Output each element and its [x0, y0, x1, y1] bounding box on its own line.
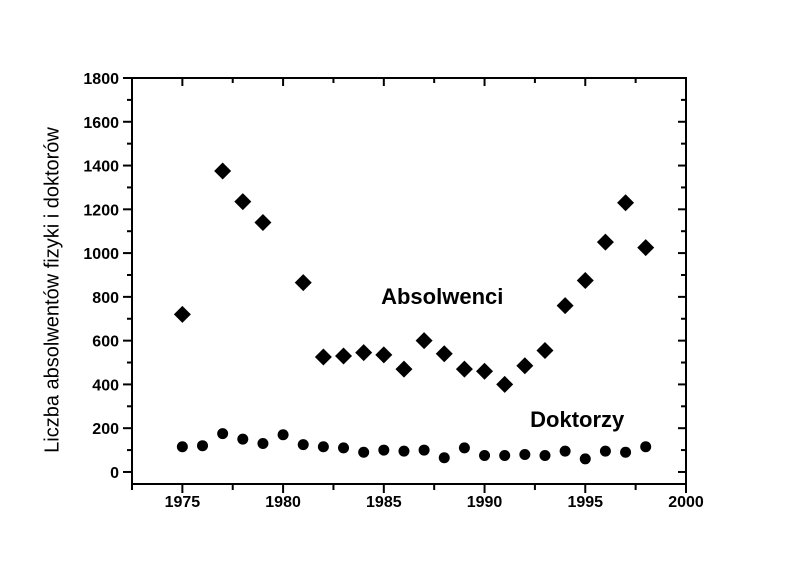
plot-frame: [131, 77, 687, 485]
marker-doktorzy: [217, 428, 229, 440]
marker-absolwenci: [214, 162, 232, 180]
marker-absolwenci: [173, 305, 191, 323]
y-tick-label: 800: [92, 290, 119, 307]
x-tick-label: 1980: [265, 494, 301, 511]
marker-doktorzy: [479, 450, 491, 462]
marker-absolwenci: [617, 194, 635, 212]
y-tick-label: 400: [92, 377, 119, 394]
y-tick-label: 1200: [83, 202, 119, 219]
marker-doktorzy: [358, 446, 370, 458]
marker-doktorzy: [237, 433, 249, 445]
marker-absolwenci: [596, 233, 614, 251]
y-tick-label: 200: [92, 421, 119, 438]
marker-doktorzy: [539, 450, 551, 462]
marker-absolwenci: [637, 239, 655, 257]
marker-doktorzy: [176, 441, 188, 453]
marker-absolwenci: [476, 362, 494, 380]
y-tick-label: 1800: [83, 71, 119, 88]
marker-absolwenci: [314, 348, 332, 366]
marker-doktorzy: [559, 445, 571, 457]
series-label-doktorzy: Doktorzy: [530, 407, 625, 433]
x-tick-label: 1995: [567, 494, 603, 511]
marker-doktorzy: [640, 441, 652, 453]
x-tick-label: 1990: [467, 494, 503, 511]
marker-absolwenci: [234, 193, 252, 211]
marker-absolwenci: [375, 346, 393, 364]
marker-doktorzy: [257, 438, 269, 450]
marker-absolwenci: [395, 360, 413, 378]
marker-doktorzy: [378, 444, 390, 456]
marker-doktorzy: [499, 450, 511, 462]
marker-doktorzy: [197, 440, 209, 452]
marker-absolwenci: [496, 375, 514, 393]
y-tick-label: 600: [92, 334, 119, 351]
x-tick-label: 1975: [165, 494, 201, 511]
marker-absolwenci: [415, 332, 433, 350]
marker-absolwenci: [455, 360, 473, 378]
marker-doktorzy: [519, 448, 531, 460]
x-tick-label: 2000: [668, 494, 704, 511]
marker-absolwenci: [516, 357, 534, 375]
marker-doktorzy: [579, 453, 591, 465]
marker-absolwenci: [355, 344, 373, 362]
y-tick-label: 0: [110, 465, 119, 482]
marker-doktorzy: [620, 446, 632, 458]
marker-doktorzy: [297, 439, 309, 451]
marker-absolwenci: [435, 345, 453, 363]
marker-doktorzy: [458, 442, 470, 454]
marker-doktorzy: [277, 429, 289, 441]
marker-absolwenci: [254, 213, 272, 231]
marker-absolwenci: [556, 297, 574, 315]
marker-doktorzy: [317, 441, 329, 453]
marker-absolwenci: [294, 274, 312, 292]
marker-absolwenci: [536, 341, 554, 359]
series-label-absolwenci: Absolwenci: [381, 283, 504, 309]
marker-doktorzy: [418, 444, 430, 456]
y-axis-title: Liczba absolwentów fizyki i doktorów: [41, 127, 64, 453]
marker-absolwenci: [576, 271, 594, 289]
y-tick-label: 1000: [83, 246, 119, 263]
marker-doktorzy: [599, 445, 611, 457]
marker-doktorzy: [398, 445, 410, 457]
marker-doktorzy: [338, 442, 350, 454]
y-tick-label: 1600: [83, 115, 119, 132]
marker-doktorzy: [438, 452, 450, 464]
marker-absolwenci: [335, 347, 353, 365]
y-tick-label: 1400: [83, 159, 119, 176]
x-tick-label: 1985: [366, 494, 402, 511]
